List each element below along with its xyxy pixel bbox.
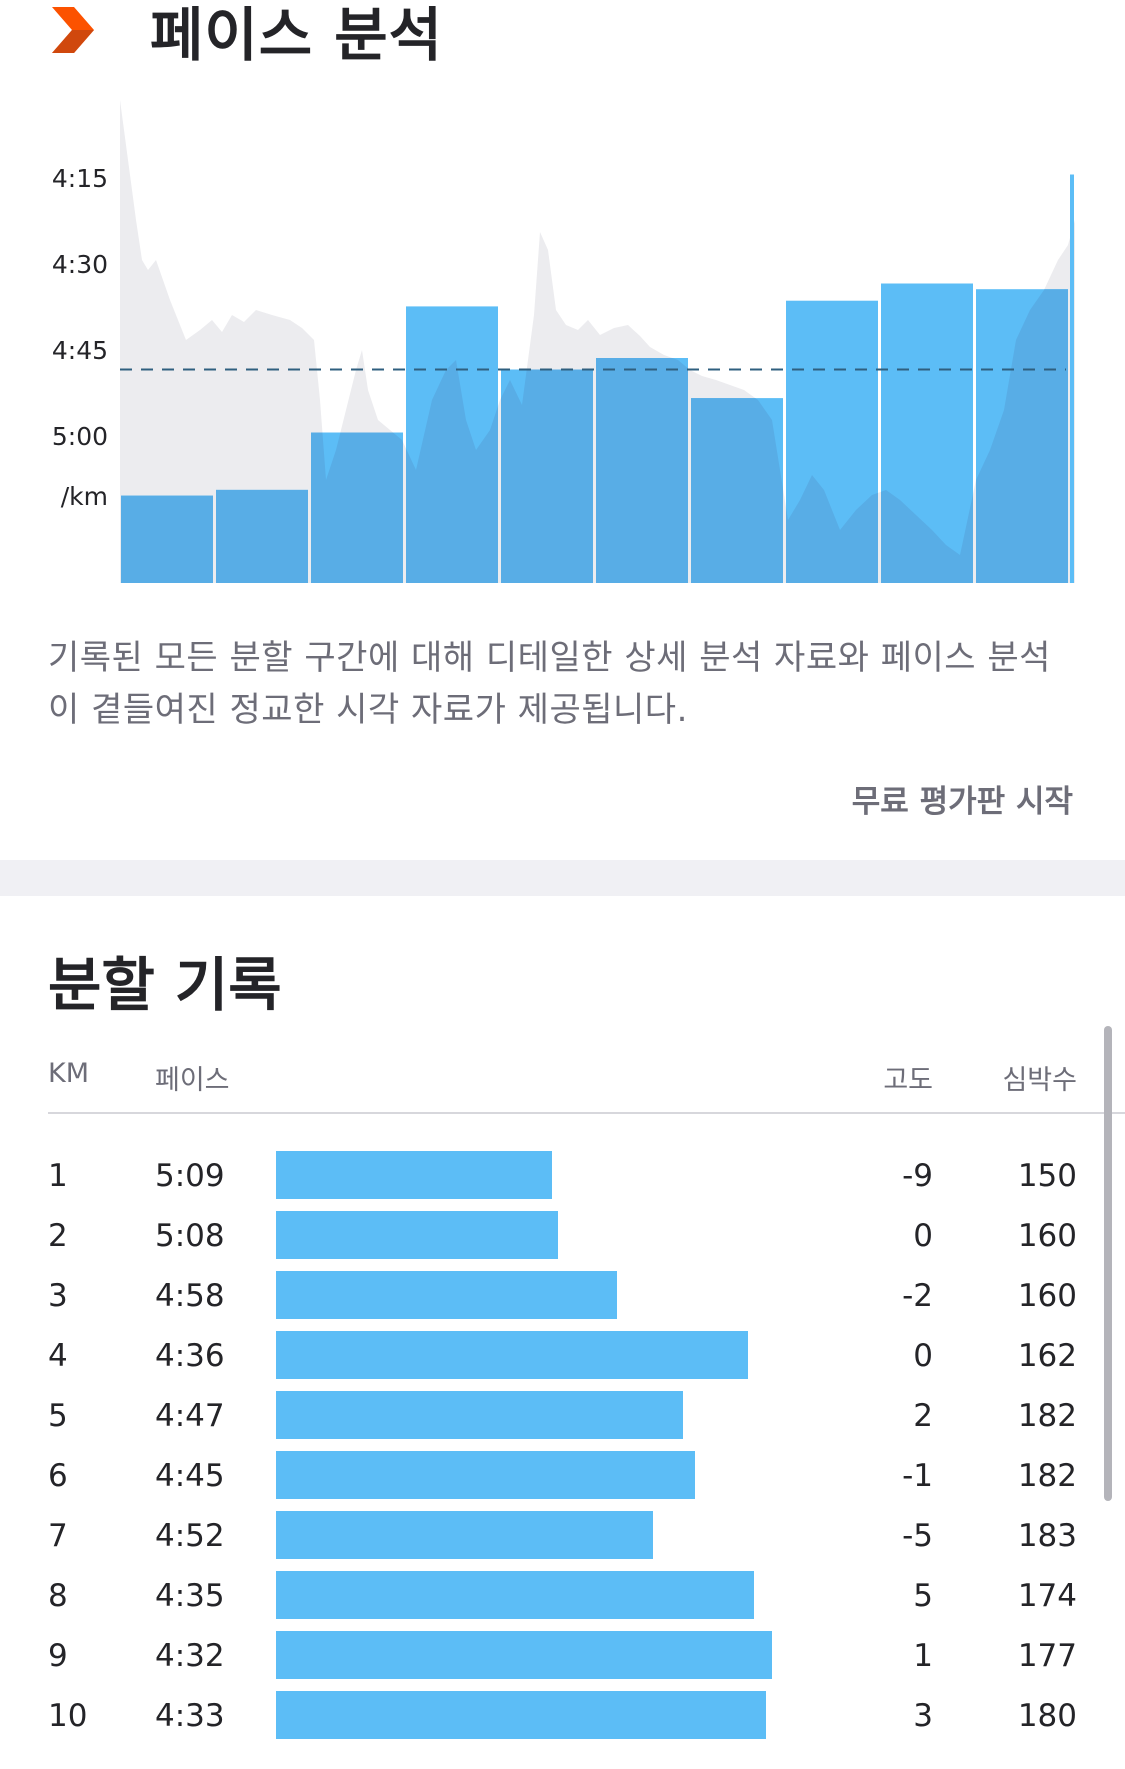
split-km: 8 xyxy=(48,1578,68,1614)
splits-section: 분할 기록 KM 페이스 고도 심박수 1 5:09 -9 150 2 5:08 0 160 3… xyxy=(0,896,1125,1769)
column-header-km: KM xyxy=(48,1058,90,1089)
split-heart-rate: 174 xyxy=(1017,1578,1077,1614)
split-heart-rate: 182 xyxy=(1017,1458,1077,1494)
splits-table: 1 5:09 -9 150 2 5:08 0 160 3 4:58 -2 160 4 4:36 0 162 5 4… xyxy=(0,1146,1125,1746)
split-pace: 4:33 xyxy=(155,1698,225,1734)
split-pace-bar xyxy=(276,1691,766,1739)
split-km: 2 xyxy=(48,1218,68,1254)
split-row[interactable]: 2 5:08 0 160 xyxy=(0,1206,1125,1266)
split-km: 5 xyxy=(48,1398,68,1434)
column-header-elevation: 고도 xyxy=(883,1065,933,1096)
pace-analysis-title: 페이스 분석 xyxy=(150,1,443,69)
column-header-heart-rate: 심박수 xyxy=(1002,1065,1077,1096)
split-elevation: -5 xyxy=(902,1518,933,1554)
split-heart-rate: 162 xyxy=(1017,1338,1077,1374)
split-row[interactable]: 3 4:58 -2 160 xyxy=(0,1266,1125,1326)
split-km: 7 xyxy=(48,1518,68,1554)
split-pace: 4:52 xyxy=(155,1518,225,1554)
split-elevation: -2 xyxy=(902,1278,933,1314)
split-heart-rate: 182 xyxy=(1017,1398,1077,1434)
split-pace: 4:36 xyxy=(155,1338,225,1374)
split-row[interactable]: 4 4:36 0 162 xyxy=(0,1326,1125,1386)
pace-analysis-description: 기록된 모든 분할 구간에 대해 디테일한 상세 분석 자료와 페이스 분석이 … xyxy=(48,638,1051,730)
split-row[interactable]: 5 4:47 2 182 xyxy=(0,1386,1125,1446)
split-elevation: 2 xyxy=(913,1398,933,1434)
y-axis-unit-label: /km xyxy=(60,482,108,511)
split-elevation: -1 xyxy=(902,1458,933,1494)
split-km: 1 xyxy=(48,1158,68,1194)
y-tick-label: 4:30 xyxy=(51,250,108,279)
split-heart-rate: 177 xyxy=(1017,1638,1077,1674)
split-heart-rate: 180 xyxy=(1017,1698,1077,1734)
split-pace-bar xyxy=(276,1451,695,1499)
split-elevation: 1 xyxy=(913,1638,933,1674)
split-elevation: 0 xyxy=(913,1218,933,1254)
split-row[interactable]: 1 5:09 -9 150 xyxy=(0,1146,1125,1206)
splits-title: 분할 기록 xyxy=(48,951,282,1019)
split-pace: 4:35 xyxy=(155,1578,225,1614)
split-pace: 5:08 xyxy=(155,1218,225,1254)
split-pace: 4:58 xyxy=(155,1278,225,1314)
split-pace-bar xyxy=(276,1151,552,1199)
split-elevation: 3 xyxy=(913,1698,933,1734)
split-heart-rate: 160 xyxy=(1017,1278,1077,1314)
split-pace: 5:09 xyxy=(155,1158,225,1194)
pace-chart: 4:15 4:30 4:45 5:00/km xyxy=(0,100,1125,600)
split-pace: 4:32 xyxy=(155,1638,225,1674)
split-pace-bar xyxy=(276,1271,618,1319)
y-tick-label: 4:15 xyxy=(51,164,108,193)
pace-analysis-header: 페이스 분석 xyxy=(52,0,443,80)
split-row[interactable]: 10 4:33 3 180 xyxy=(0,1686,1125,1746)
split-km: 4 xyxy=(48,1338,68,1374)
vertical-scrollbar[interactable] xyxy=(1104,1026,1112,1501)
split-elevation: 5 xyxy=(913,1578,933,1614)
split-elevation: 0 xyxy=(913,1338,933,1374)
pace-bar-final-segment xyxy=(1070,174,1074,583)
split-elevation: -9 xyxy=(902,1158,933,1194)
y-tick-label: 5:00 xyxy=(51,422,108,451)
start-free-trial-link[interactable]: 무료 평가판 시작 xyxy=(851,784,1073,820)
split-heart-rate: 183 xyxy=(1017,1518,1077,1554)
split-row[interactable]: 6 4:45 -1 182 xyxy=(0,1446,1125,1506)
split-pace: 4:47 xyxy=(155,1398,225,1434)
column-header-pace: 페이스 xyxy=(155,1065,230,1096)
split-pace-bar xyxy=(276,1631,772,1679)
split-km: 10 xyxy=(48,1698,88,1734)
pace-analysis-section: 페이스 분석 4:15 4:30 4:45 5:00/km 기록된 모든 분할 구간에… xyxy=(0,0,1125,860)
split-pace-bar xyxy=(276,1331,749,1379)
split-row[interactable]: 8 4:35 5 174 xyxy=(0,1566,1125,1626)
split-pace-bar xyxy=(276,1571,755,1619)
split-km: 6 xyxy=(48,1458,68,1494)
split-heart-rate: 160 xyxy=(1017,1218,1077,1254)
split-pace-bar xyxy=(276,1511,654,1559)
split-row[interactable]: 9 4:32 1 177 xyxy=(0,1626,1125,1686)
split-km: 9 xyxy=(48,1638,68,1674)
split-pace: 4:45 xyxy=(155,1458,225,1494)
section-divider xyxy=(0,860,1125,896)
pace-chart-svg xyxy=(120,100,1075,583)
split-pace-bar xyxy=(276,1391,683,1439)
split-km: 3 xyxy=(48,1278,68,1314)
y-tick-label: 4:45 xyxy=(51,336,108,365)
table-header-divider xyxy=(48,1112,1125,1114)
split-row[interactable]: 7 4:52 -5 183 xyxy=(0,1506,1125,1566)
split-pace-bar xyxy=(276,1211,558,1259)
chevron-right-icon xyxy=(52,7,94,53)
split-heart-rate: 150 xyxy=(1017,1158,1077,1194)
